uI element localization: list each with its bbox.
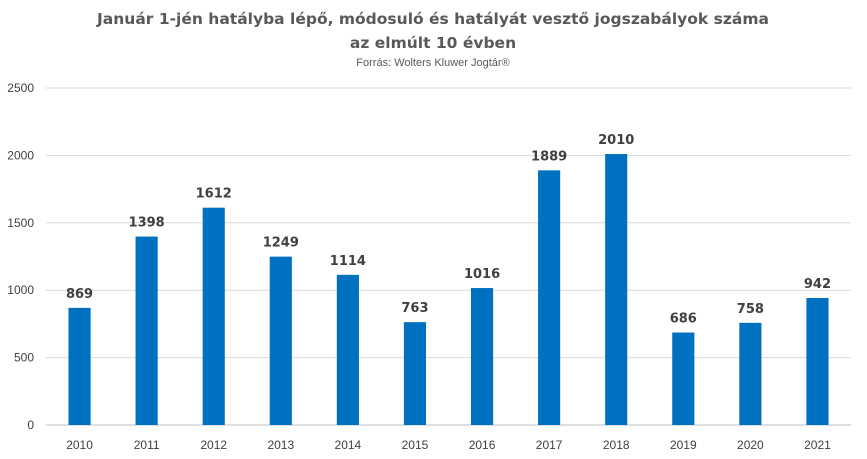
y-tick-label: 500 <box>14 351 34 365</box>
x-tick-label-2010: 2010 <box>66 438 93 452</box>
data-label-2013: 1249 <box>263 236 299 251</box>
data-label-2021: 942 <box>804 277 831 292</box>
bar-2012 <box>202 207 225 425</box>
chart-source: Forrás: Wolters Kluwer Jogtár® <box>356 57 509 69</box>
data-label-2015: 763 <box>401 301 428 316</box>
data-labels: 869 1398 1612 1249 1114 763 1016 1889 2010 686 758… <box>66 133 831 326</box>
x-tick-label-2019: 2019 <box>670 438 697 452</box>
y-tick-label: 1000 <box>7 283 34 297</box>
bars <box>68 154 829 425</box>
bar-2014 <box>336 274 359 425</box>
y-tick-label: 2500 <box>7 81 34 95</box>
bar-2017 <box>538 170 561 425</box>
bar-2015 <box>403 322 427 425</box>
chart-title-line1: Január 1-jén hatályba lépő, módosuló és … <box>96 10 769 28</box>
bar-2016 <box>470 288 494 425</box>
x-tick-label-2016: 2016 <box>469 438 496 452</box>
bar-2013 <box>269 256 292 425</box>
y-axis-ticks: 0 500 1000 1500 2000 2500 <box>7 81 34 432</box>
bar-2011 <box>135 236 158 425</box>
y-tick-label: 2000 <box>7 148 34 162</box>
x-tick-label-2020: 2020 <box>737 438 764 452</box>
data-label-2016: 1016 <box>464 267 500 282</box>
bar-2019 <box>672 332 695 425</box>
data-label-2012: 1612 <box>196 187 232 202</box>
data-label-2020: 758 <box>737 302 764 317</box>
bar-2018 <box>605 154 628 425</box>
y-tick-label: 0 <box>27 418 34 432</box>
data-label-2011: 1398 <box>129 216 165 231</box>
gridlines <box>46 87 851 426</box>
x-tick-label-2014: 2014 <box>335 438 362 452</box>
x-tick-label-2015: 2015 <box>402 438 429 452</box>
x-tick-label-2013: 2013 <box>267 438 294 452</box>
x-tick-label-2011: 2011 <box>134 438 160 452</box>
y-tick-label: 1500 <box>7 216 34 230</box>
x-axis-ticks: 2010 2011 2012 2013 2014 2015 2016 2017 2018 2019… <box>66 438 831 452</box>
data-label-2014: 1114 <box>330 254 366 269</box>
bar-2010 <box>68 307 91 425</box>
x-tick-label-2021: 2021 <box>804 438 831 452</box>
chart-title-line2: az elmúlt 10 évben <box>350 34 516 52</box>
x-tick-label-2018: 2018 <box>603 438 630 452</box>
data-label-2018: 2010 <box>598 133 634 148</box>
bar-2020 <box>739 322 762 425</box>
bar-2021 <box>806 298 829 425</box>
data-label-2010: 869 <box>66 287 93 302</box>
data-label-2017: 1889 <box>531 149 567 164</box>
x-tick-label-2012: 2012 <box>200 438 227 452</box>
x-tick-label-2017: 2017 <box>536 438 563 452</box>
data-label-2019: 686 <box>670 312 697 327</box>
